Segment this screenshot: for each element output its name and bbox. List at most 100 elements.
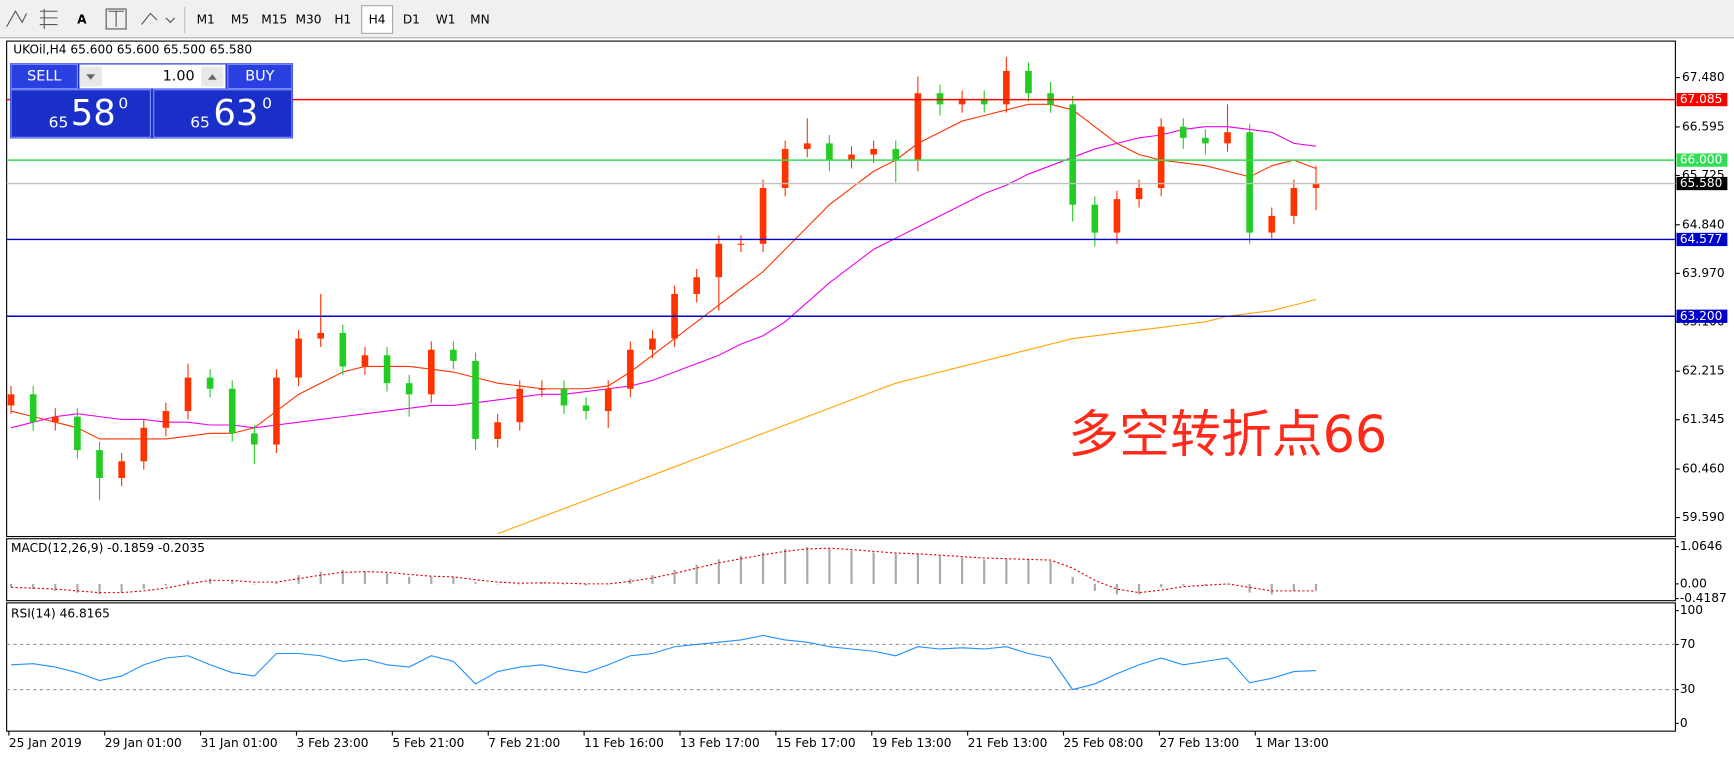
candle-body <box>383 355 391 384</box>
timeframe-button[interactable]: M30 <box>296 13 322 27</box>
timeframe-button[interactable]: MN <box>470 13 490 27</box>
icon-text-label[interactable] <box>108 10 124 27</box>
level-tag <box>1676 92 1728 107</box>
one-click-trading: SELL 1.00 BUY 65 58 0 65 63 0 <box>9 63 294 139</box>
macd-bar <box>297 575 300 584</box>
x-tick-label: 7 Feb 21:00 <box>488 736 560 750</box>
level-label: 66.000 <box>1680 153 1723 167</box>
x-tick-label: 3 Feb 23:00 <box>296 736 368 750</box>
candle-body <box>427 349 435 395</box>
level-label: 63.200 <box>1680 309 1723 323</box>
y-tick-label: 100 <box>1680 603 1703 617</box>
macd-bar <box>1226 583 1229 585</box>
macd-bar <box>651 575 654 584</box>
rsi-title: RSI(14) 46.8165 <box>11 606 110 620</box>
timeframe-button[interactable]: H1 <box>334 13 351 27</box>
timeframe-button[interactable]: M5 <box>231 13 249 27</box>
macd-bar <box>673 569 676 584</box>
moving-average <box>10 103 1317 440</box>
macd-bar <box>739 555 743 584</box>
y-tick-label: 67.480 <box>1682 70 1725 84</box>
macd-bar <box>1314 583 1318 591</box>
candle-body <box>251 433 258 445</box>
annotation: 多空转折点66 <box>1068 405 1387 464</box>
level-label: 67.085 <box>1680 92 1723 106</box>
candle-body <box>516 388 524 423</box>
macd-bar <box>938 555 942 584</box>
candle-body <box>936 93 944 105</box>
candle-body <box>1246 132 1253 233</box>
macd-bar <box>1005 559 1008 584</box>
timeframe-button[interactable]: M15 <box>261 13 287 27</box>
timeframe-button[interactable]: M1 <box>197 13 215 27</box>
level-tag <box>1676 309 1728 323</box>
candle-body <box>627 349 634 389</box>
candle-body <box>1312 183 1320 188</box>
candle-body <box>317 332 325 339</box>
buy-button[interactable] <box>227 63 293 90</box>
timeframe-button[interactable]: W1 <box>436 13 456 27</box>
buy-price-box[interactable] <box>153 89 293 138</box>
macd-bar <box>209 578 212 584</box>
timeframe-bar: M1 M5 M15 M30 H1 H4 D1 W1 MN <box>197 5 490 34</box>
macd-bar <box>1115 583 1119 595</box>
macd-bar <box>1049 561 1052 584</box>
macd-bar <box>695 564 698 584</box>
candle-body <box>1157 126 1165 188</box>
x-tick-label: 25 Feb 08:00 <box>1064 736 1144 750</box>
rsi-chart: 100 70 30 0 <box>6 603 1703 730</box>
y-tick-label: 61.345 <box>1682 412 1725 426</box>
y-tick-label: 30 <box>1680 682 1695 696</box>
candle-body <box>1069 104 1077 205</box>
macd-bar <box>983 559 986 584</box>
timeframe-button[interactable]: H4 <box>369 13 386 27</box>
icon-crosshair[interactable] <box>6 10 28 28</box>
main-chart: 67.48066.59565.72564.84063.97063.10062.2… <box>6 56 1728 750</box>
x-tick-label: 21 Feb 13:00 <box>968 736 1048 750</box>
macd-bar <box>341 569 344 584</box>
macd-signal <box>11 547 1316 594</box>
candle-body <box>1091 204 1099 233</box>
candle-body <box>472 360 479 439</box>
macd-bar <box>98 583 101 595</box>
sell-price-box[interactable] <box>10 89 151 138</box>
candle-body <box>1047 93 1054 105</box>
candle-body <box>51 416 59 423</box>
macd-bar <box>894 554 897 584</box>
macd-bar <box>54 583 57 591</box>
icon-letter[interactable]: A <box>77 13 87 27</box>
toolbar <box>0 0 1734 38</box>
macd-bar <box>32 583 35 590</box>
y-tick-label: 59.590 <box>1682 510 1725 524</box>
icon-shapes[interactable] <box>141 12 176 25</box>
macd-bar <box>1071 576 1074 584</box>
level-label: 64.577 <box>1680 232 1723 246</box>
level-label: 65.580 <box>1680 176 1723 190</box>
macd-bar <box>761 552 765 584</box>
active-timeframe <box>361 5 394 34</box>
macd-bar <box>1270 583 1273 595</box>
y-tick-label: 1.0646 <box>1680 539 1723 553</box>
macd-bar <box>1204 583 1207 586</box>
macd-bar <box>9 583 13 588</box>
candle-body <box>582 405 590 412</box>
macd-bar <box>850 550 853 584</box>
icon-text-box[interactable] <box>105 8 127 30</box>
macd-bar <box>607 583 610 585</box>
bid-big: 65 <box>49 113 69 131</box>
candle-body <box>118 461 125 478</box>
macd-chart: 1.0646 0.00-0.4187 <box>9 539 1727 605</box>
arrow-down <box>86 74 96 80</box>
timeframe-button[interactable]: D1 <box>403 13 420 27</box>
sell-button[interactable] <box>10 63 78 90</box>
macd-title: MACD(12,26,9) -0.1859 -0.2035 <box>11 541 205 555</box>
y-tick-label: -0.4187 <box>1680 591 1727 605</box>
macd-bar <box>828 548 831 584</box>
candle-body <box>693 277 701 294</box>
macd-bar <box>1292 583 1295 591</box>
y-tick-label: 62.215 <box>1682 364 1725 378</box>
x-tick-label: 29 Jan 01:00 <box>105 736 182 750</box>
icon-fibo[interactable] <box>39 9 58 29</box>
candle-body <box>914 93 922 161</box>
candle-body <box>1290 187 1298 216</box>
